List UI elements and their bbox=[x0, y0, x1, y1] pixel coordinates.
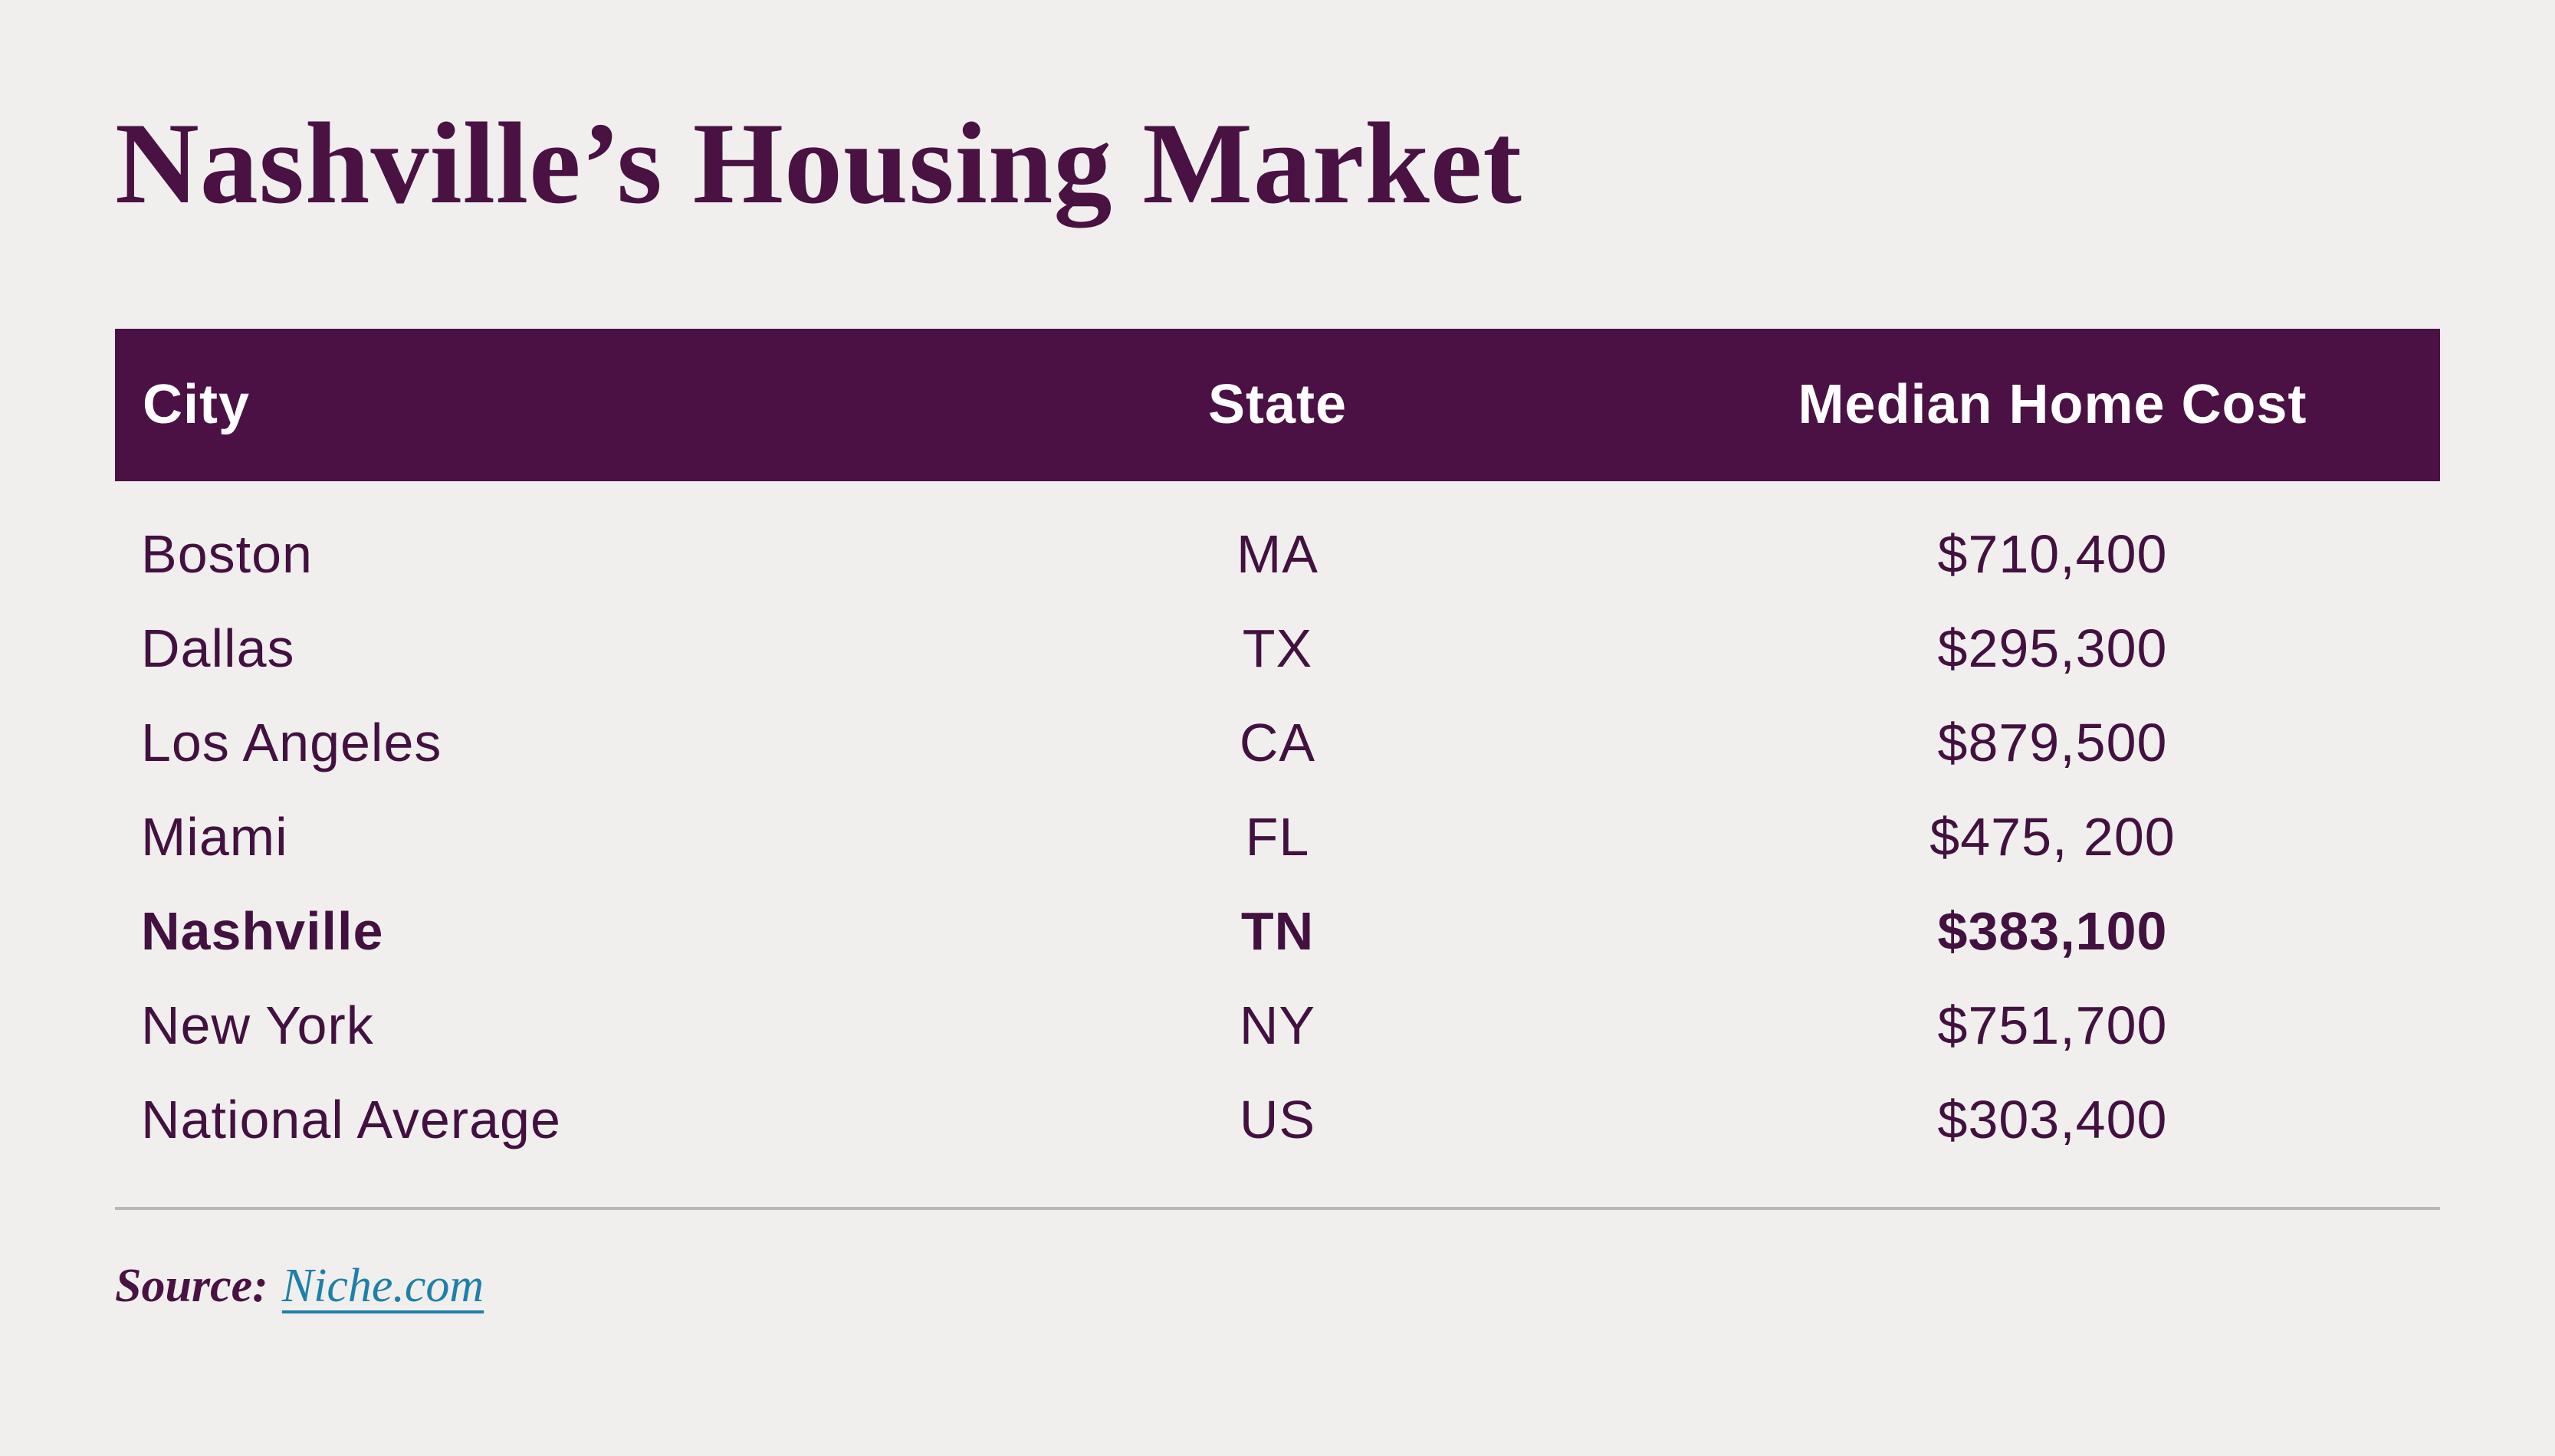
cell-cost: $710,400 bbox=[1937, 524, 2168, 585]
source-line: Source: Niche.com bbox=[115, 1259, 2440, 1313]
source-label: Source: bbox=[115, 1259, 268, 1312]
col-header-cost: Median Home Cost bbox=[1798, 374, 2307, 436]
page-title: Nashville’s Housing Market bbox=[115, 99, 1522, 228]
cell-city: Dallas bbox=[141, 618, 295, 679]
cell-state: CA bbox=[1239, 713, 1316, 773]
divider-line bbox=[115, 1206, 2440, 1210]
cell-city: Nashville bbox=[141, 901, 384, 962]
cell-cost: $475, 200 bbox=[1929, 807, 2176, 867]
cell-city: Miami bbox=[141, 807, 288, 867]
table-row: Dallas TX $295,300 bbox=[115, 602, 2440, 696]
cell-city: Boston bbox=[141, 524, 313, 585]
cell-state: NY bbox=[1239, 995, 1316, 1056]
cell-cost: $879,500 bbox=[1937, 713, 2168, 773]
cell-city: New York bbox=[141, 995, 374, 1056]
cell-state: TX bbox=[1242, 618, 1313, 679]
cell-cost: $383,100 bbox=[1937, 901, 2168, 962]
col-header-state: State bbox=[1207, 374, 1348, 436]
cell-cost: $303,400 bbox=[1937, 1090, 2168, 1150]
table-row: Boston MA $710,400 bbox=[115, 507, 2440, 602]
col-header-city: City bbox=[143, 374, 251, 436]
cell-cost: $295,300 bbox=[1937, 618, 2168, 679]
cell-city: National Average bbox=[141, 1090, 561, 1150]
cell-city: Los Angeles bbox=[141, 713, 442, 773]
table-row: New York NY $751,700 bbox=[115, 979, 2440, 1073]
table-body: Boston MA $710,400 Dallas TX $295,300 Lo… bbox=[115, 481, 2440, 1167]
cell-state: MA bbox=[1236, 524, 1319, 585]
cell-state: TN bbox=[1240, 901, 1315, 962]
cell-state: US bbox=[1239, 1090, 1316, 1150]
table-header-row: City State Median Home Cost bbox=[115, 328, 2440, 481]
table-row-highlighted: Nashville TN $383,100 bbox=[115, 884, 2440, 979]
table-row: National Average US $303,400 bbox=[115, 1073, 2440, 1167]
table-row: Los Angeles CA $879,500 bbox=[115, 696, 2440, 790]
table-row: Miami FL $475, 200 bbox=[115, 790, 2440, 884]
housing-table: City State Median Home Cost Boston MA $7… bbox=[115, 328, 2440, 1167]
cell-cost: $751,700 bbox=[1937, 995, 2168, 1056]
source-link[interactable]: Niche.com bbox=[281, 1259, 484, 1312]
cell-state: FL bbox=[1245, 807, 1310, 867]
